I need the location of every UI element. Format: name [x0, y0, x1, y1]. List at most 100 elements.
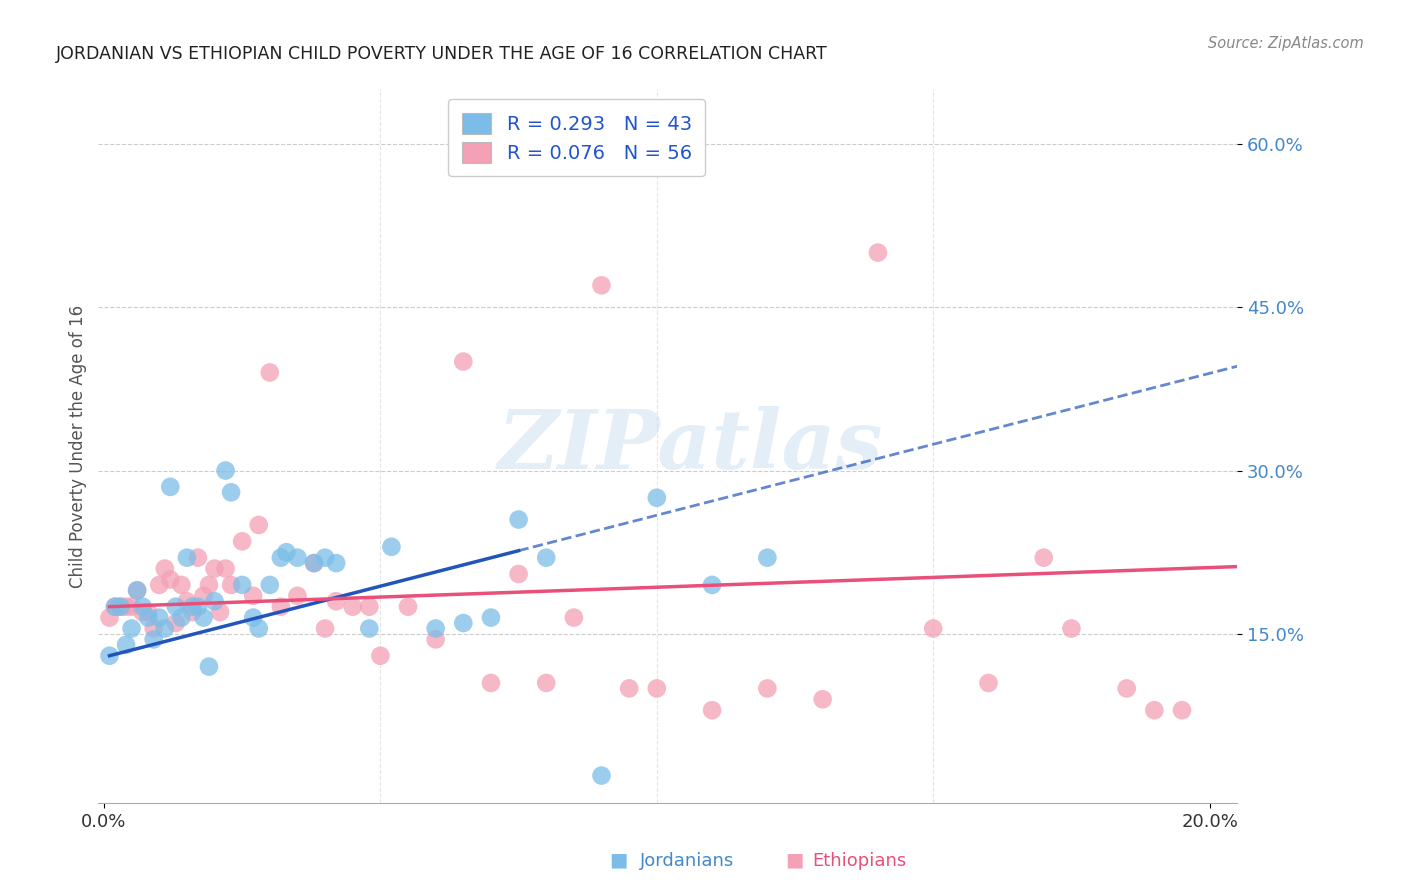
- Point: [314, 622, 336, 636]
- Point: [645, 491, 668, 505]
- Point: [104, 599, 127, 614]
- Y-axis label: Child Poverty Under the Age of 16: Child Poverty Under the Age of 16: [69, 304, 87, 588]
- Point: [591, 278, 613, 293]
- Point: [136, 610, 159, 624]
- Point: [127, 583, 149, 598]
- Point: [115, 638, 138, 652]
- Point: [231, 534, 253, 549]
- Point: [136, 605, 159, 619]
- Point: [148, 610, 170, 624]
- Text: JORDANIAN VS ETHIOPIAN CHILD POVERTY UNDER THE AGE OF 16 CORRELATION CHART: JORDANIAN VS ETHIOPIAN CHILD POVERTY UND…: [56, 45, 828, 62]
- Point: [153, 622, 176, 636]
- Point: [214, 463, 236, 477]
- Point: [1060, 622, 1083, 636]
- Point: [214, 561, 236, 575]
- Text: Ethiopians: Ethiopians: [813, 852, 907, 870]
- Point: [1115, 681, 1137, 696]
- Point: [534, 676, 557, 690]
- Point: [259, 366, 281, 380]
- Point: [219, 485, 242, 500]
- Legend: R = 0.293   N = 43, R = 0.076   N = 56: R = 0.293 N = 43, R = 0.076 N = 56: [449, 99, 706, 177]
- Text: Source: ZipAtlas.com: Source: ZipAtlas.com: [1208, 36, 1364, 51]
- Point: [142, 632, 165, 647]
- Point: [209, 605, 232, 619]
- Point: [159, 480, 181, 494]
- Point: [811, 692, 834, 706]
- Point: [314, 550, 336, 565]
- Point: [198, 578, 221, 592]
- Point: [247, 622, 270, 636]
- Point: [187, 599, 209, 614]
- Text: Jordanians: Jordanians: [640, 852, 734, 870]
- Point: [922, 622, 945, 636]
- Point: [425, 622, 447, 636]
- Point: [242, 610, 264, 624]
- Point: [98, 648, 121, 663]
- Point: [359, 599, 381, 614]
- Point: [1032, 550, 1054, 565]
- Point: [756, 550, 779, 565]
- Point: [176, 550, 198, 565]
- Point: [104, 599, 127, 614]
- Point: [110, 599, 132, 614]
- Point: [302, 556, 325, 570]
- Point: [302, 556, 325, 570]
- Point: [193, 589, 215, 603]
- Point: [181, 605, 204, 619]
- Point: [110, 599, 132, 614]
- Point: [453, 354, 475, 368]
- Point: [479, 610, 502, 624]
- Point: [176, 594, 198, 608]
- Point: [287, 589, 309, 603]
- Point: [479, 676, 502, 690]
- Point: [242, 589, 264, 603]
- Point: [115, 599, 138, 614]
- Point: [247, 518, 270, 533]
- Point: [181, 599, 204, 614]
- Point: [165, 599, 187, 614]
- Point: [700, 578, 723, 592]
- Point: [977, 676, 1000, 690]
- Point: [617, 681, 640, 696]
- Point: [325, 556, 347, 570]
- Point: [370, 648, 392, 663]
- Point: [204, 594, 226, 608]
- Point: [131, 605, 153, 619]
- Point: [342, 599, 364, 614]
- Text: ■: ■: [785, 851, 804, 870]
- Point: [453, 615, 475, 630]
- Point: [148, 578, 170, 592]
- Point: [645, 681, 668, 696]
- Point: [198, 659, 221, 673]
- Text: ■: ■: [609, 851, 628, 870]
- Point: [359, 622, 381, 636]
- Point: [700, 703, 723, 717]
- Text: ZIPatlas: ZIPatlas: [498, 406, 883, 486]
- Point: [159, 573, 181, 587]
- Point: [396, 599, 419, 614]
- Point: [127, 583, 149, 598]
- Point: [1143, 703, 1166, 717]
- Point: [170, 578, 193, 592]
- Point: [193, 610, 215, 624]
- Point: [131, 599, 153, 614]
- Point: [259, 578, 281, 592]
- Point: [204, 561, 226, 575]
- Point: [425, 632, 447, 647]
- Point: [142, 622, 165, 636]
- Point: [121, 622, 143, 636]
- Point: [508, 567, 530, 582]
- Point: [98, 610, 121, 624]
- Point: [153, 561, 176, 575]
- Point: [325, 594, 347, 608]
- Point: [1171, 703, 1194, 717]
- Point: [270, 550, 292, 565]
- Point: [534, 550, 557, 565]
- Point: [380, 540, 402, 554]
- Point: [508, 512, 530, 526]
- Point: [287, 550, 309, 565]
- Point: [756, 681, 779, 696]
- Point: [219, 578, 242, 592]
- Point: [276, 545, 298, 559]
- Point: [121, 599, 143, 614]
